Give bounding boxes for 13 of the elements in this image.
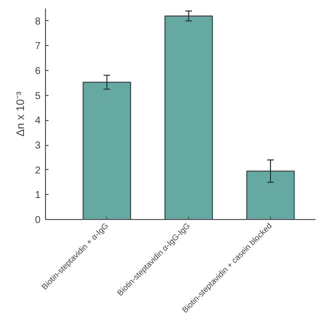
y-tick-label: 2 — [34, 165, 41, 176]
y-tick-label: 4 — [34, 116, 41, 127]
bar — [82, 82, 132, 220]
y-tick-label: 1 — [34, 190, 41, 202]
y-tick-label: 3 — [34, 140, 41, 152]
y-tick-label: 6 — [34, 66, 41, 78]
y-tick-label: 5 — [34, 90, 41, 102]
y-tick-label: 0 — [34, 215, 41, 226]
y-tick-label: 8 — [34, 16, 41, 28]
bar — [246, 170, 295, 220]
y-axis-title: Δn x 10⁻³ — [14, 91, 27, 136]
y-tick-label: 7 — [34, 41, 41, 52]
bar — [164, 15, 213, 220]
